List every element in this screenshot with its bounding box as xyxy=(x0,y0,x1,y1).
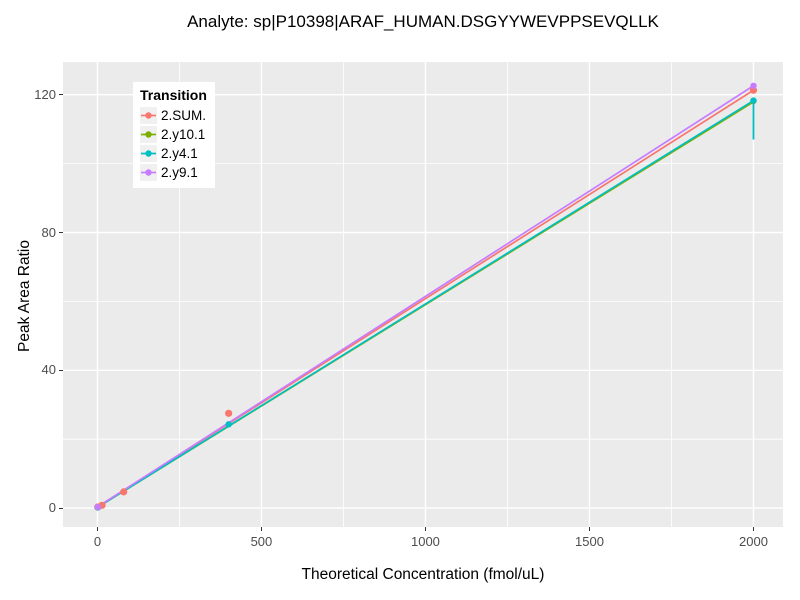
legend-box: Transition 2.SUM. 2.y10.1 2.y4.1 2.y9.1 xyxy=(133,82,215,188)
legend-key-point xyxy=(145,169,152,176)
x-axis-tick-mark xyxy=(424,527,426,531)
legend-key-point xyxy=(145,131,152,138)
legend-entry-label: 2.y10.1 xyxy=(161,127,206,142)
data-point-2.y4.1 xyxy=(750,97,757,104)
plot-svg xyxy=(63,62,783,527)
data-point-2.y9.1 xyxy=(750,82,757,89)
y-axis-tick-mark xyxy=(59,94,63,96)
chart-title: Analyte: sp|P10398|ARAF_HUMAN.DSGYYWEVPP… xyxy=(187,12,659,31)
x-axis-tick-label: 1000 xyxy=(410,534,440,549)
data-point-2.SUM. xyxy=(120,488,128,496)
x-axis-title: Theoretical Concentration (fmol/uL) xyxy=(301,566,545,583)
x-axis-tick-label: 500 xyxy=(250,534,273,549)
legend-key-icon xyxy=(140,145,157,162)
x-axis-tick-mark xyxy=(260,527,262,531)
legend-key-glyph xyxy=(141,131,156,138)
x-axis-tick-mark xyxy=(752,527,754,531)
legend-rows: 2.SUM. 2.y10.1 2.y4.1 2.y9.1 xyxy=(140,106,207,182)
y-axis-tick-label: 80 xyxy=(41,224,56,240)
legend-entry-2.SUM.: 2.SUM. xyxy=(140,106,207,125)
x-axis-tick-label: 2000 xyxy=(739,534,768,549)
legend-entry-2.y10.1: 2.y10.1 xyxy=(140,125,207,144)
series-line-2.y4.1 xyxy=(96,99,754,509)
y-axis-tick-mark xyxy=(59,369,63,371)
x-axis-tick-label: 1500 xyxy=(575,534,604,549)
legend-key-point xyxy=(145,112,152,119)
legend-entry-label: 2.y4.1 xyxy=(161,146,198,161)
legend-key-glyph xyxy=(141,150,156,157)
data-point-2.SUM. xyxy=(225,409,233,417)
legend-key-glyph xyxy=(141,169,156,176)
y-axis-tick-label: 120 xyxy=(34,86,56,102)
legend-entry-2.y9.1: 2.y9.1 xyxy=(140,163,207,182)
legend-title: Transition xyxy=(140,87,207,103)
y-axis-tick-label: 40 xyxy=(41,362,56,378)
data-point-2.y4.1 xyxy=(225,421,232,428)
legend-entry-label: 2.SUM. xyxy=(161,108,207,123)
legend-key-icon xyxy=(140,164,157,181)
data-point-2.SUM. xyxy=(749,86,758,94)
series-line-2.y9.1 xyxy=(96,85,754,508)
x-axis-tick-label: 0 xyxy=(93,534,102,549)
x-axis-tick-mark xyxy=(96,527,98,531)
y-axis-tick-mark xyxy=(59,507,63,509)
data-point-2.y9.1 xyxy=(94,503,101,511)
x-axis-tick-mark xyxy=(588,527,590,531)
legend-key-icon xyxy=(140,107,157,124)
y-axis-tick-mark xyxy=(59,232,63,233)
legend-key-glyph xyxy=(141,112,156,119)
legend-entry-2.y4.1: 2.y4.1 xyxy=(140,144,207,163)
plot-panel: Transition 2.SUM. 2.y10.1 2.y4.1 2.y9.1 xyxy=(63,62,783,527)
legend-key-point xyxy=(145,150,152,157)
y-axis-tick-label: 0 xyxy=(48,500,56,516)
legend-entry-label: 2.y9.1 xyxy=(161,165,198,180)
legend-key-icon xyxy=(140,126,157,143)
